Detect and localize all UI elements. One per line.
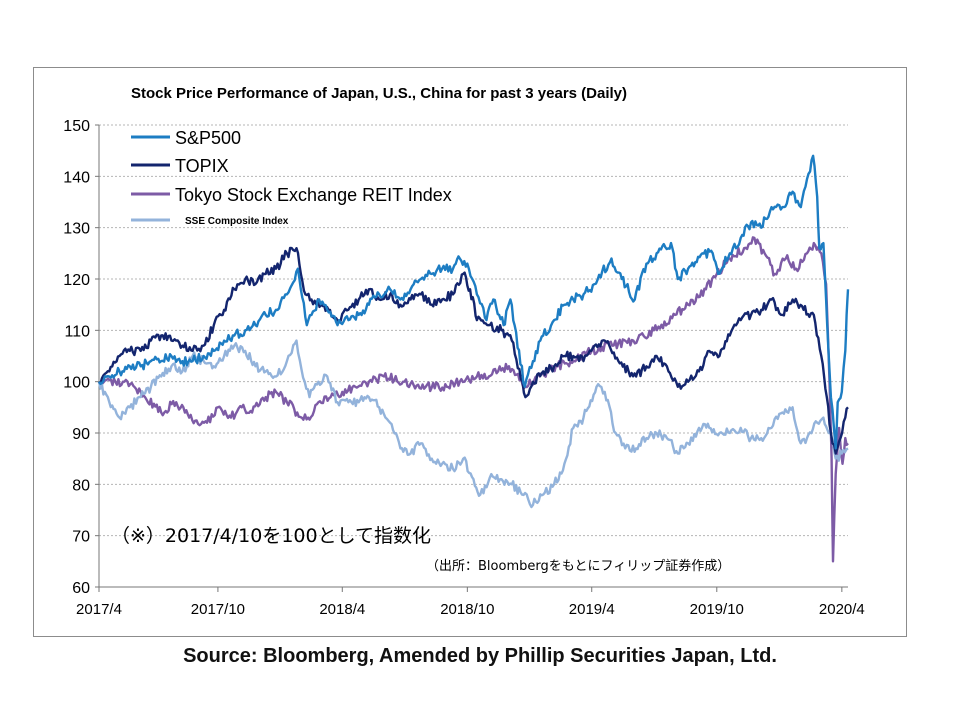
series-line-s-p500: [98, 154, 850, 450]
legend-label: Tokyo Stock Exchange REIT Index: [175, 185, 452, 205]
x-tick-label: 2019/10: [690, 601, 744, 618]
y-tick-label: 150: [63, 118, 90, 135]
axes: [98, 125, 848, 588]
source-footer: Source: Bloomberg, Amended by Phillip Se…: [183, 645, 777, 667]
y-tick-label: 80: [72, 477, 90, 494]
y-tick-label: 120: [63, 272, 90, 289]
series-line-sse-composite-index: [97, 339, 849, 509]
y-tick-label: 60: [72, 580, 90, 597]
x-tick-label: 2018/4: [319, 601, 365, 618]
legend-label: TOPIX: [175, 156, 229, 176]
legend-label: S&P500: [175, 128, 241, 148]
x-tick-label: 2017/10: [191, 601, 245, 618]
x-tick-label: 2017/4: [76, 601, 122, 618]
y-tick-label: 130: [63, 221, 90, 238]
y-tick-labels: 60 70 80 90 100 110 120 130 140 150: [63, 118, 99, 597]
series-line-topix: [98, 246, 849, 455]
chart-frame: [33, 67, 907, 637]
y-tick-label: 110: [64, 323, 90, 340]
y-tick-label: 70: [72, 529, 90, 546]
chart-title: Stock Price Performance of Japan, U.S., …: [131, 85, 627, 102]
y-tick-label: 90: [72, 426, 90, 443]
source-note-japanese: （出所：Bloombergをもとにフィリップ証券作成）: [426, 558, 730, 574]
x-tick-label: 2020/4: [819, 601, 865, 618]
series-lines: [97, 154, 850, 563]
legend: S&P500 TOPIX Tokyo Stock Exchange REIT Ind…: [131, 128, 452, 227]
x-tick-label: 2018/10: [440, 601, 494, 618]
x-tick-label: 2019/4: [569, 601, 615, 618]
y-tick-label: 140: [63, 169, 90, 186]
series-line-tokyo-stock-exchange-reit-index: [97, 236, 849, 563]
x-tick-labels: 2017/4 2017/10 2018/4 2018/10 2019/4 2019/10 2…: [76, 587, 865, 618]
legend-label: SSE Composite Index: [185, 216, 289, 227]
index-base-note: （※）2017/4/10を100として指数化: [111, 525, 431, 547]
y-tick-label: 100: [63, 375, 90, 392]
